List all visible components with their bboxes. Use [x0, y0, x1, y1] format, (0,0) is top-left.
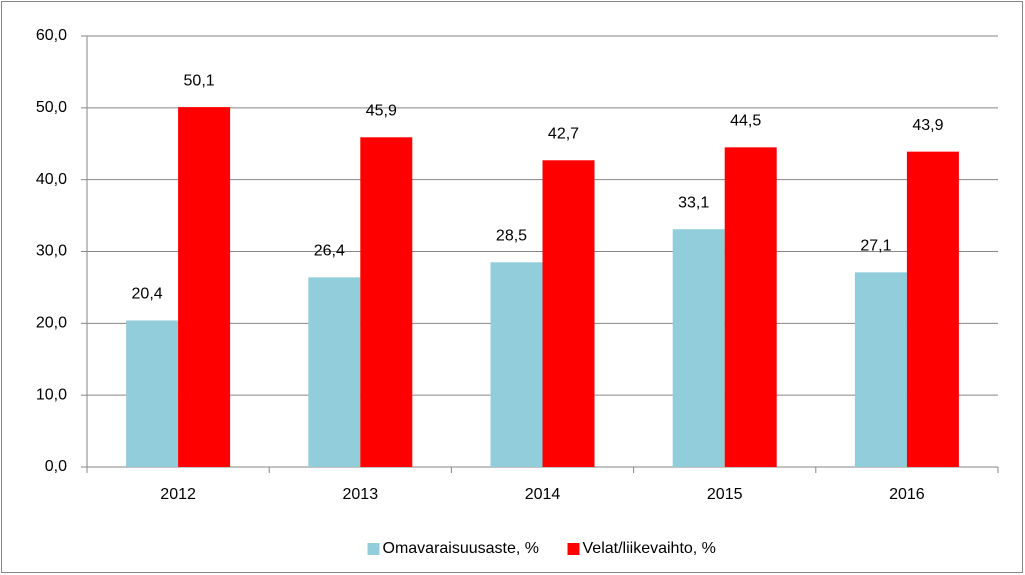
bar: [672, 229, 725, 467]
value-label: 42,7: [548, 125, 579, 142]
bar: [178, 107, 231, 468]
value-label: 28,5: [496, 227, 527, 244]
y-tick-label: 10,0: [36, 386, 67, 403]
y-tick-label: 20,0: [36, 315, 67, 332]
y-tick-label: 30,0: [36, 243, 67, 260]
bar: [360, 137, 413, 467]
x-tick-label: 2016: [889, 486, 925, 503]
value-label: 45,9: [366, 103, 397, 120]
bar: [724, 147, 777, 467]
x-tick-label: 2013: [343, 486, 379, 503]
y-tick-label: 0,0: [45, 458, 67, 475]
value-label: 26,4: [314, 243, 345, 260]
bar: [308, 277, 361, 467]
legend-swatch: [367, 543, 380, 555]
value-label: 27,1: [860, 238, 891, 255]
bar: [854, 272, 907, 467]
legend-label: Omavaraisuusaste, %: [383, 540, 540, 557]
value-label: 20,4: [132, 286, 163, 303]
x-tick-label: 2015: [707, 486, 743, 503]
value-label: 44,5: [730, 113, 761, 130]
bar: [126, 320, 179, 467]
y-tick-label: 60,0: [36, 27, 67, 44]
y-tick-label: 50,0: [36, 99, 67, 116]
bar: [542, 160, 595, 467]
value-label: 43,9: [912, 117, 943, 134]
y-tick-label: 40,0: [36, 171, 67, 188]
legend-swatch: [567, 543, 580, 555]
x-tick-label: 2014: [525, 486, 561, 503]
bar: [490, 262, 543, 467]
legend-label: Velat/liikevaihto, %: [583, 540, 716, 557]
bar: [906, 151, 959, 467]
value-label: 33,1: [678, 194, 709, 211]
x-tick-label: 2012: [160, 486, 196, 503]
value-label: 50,1: [184, 72, 215, 89]
